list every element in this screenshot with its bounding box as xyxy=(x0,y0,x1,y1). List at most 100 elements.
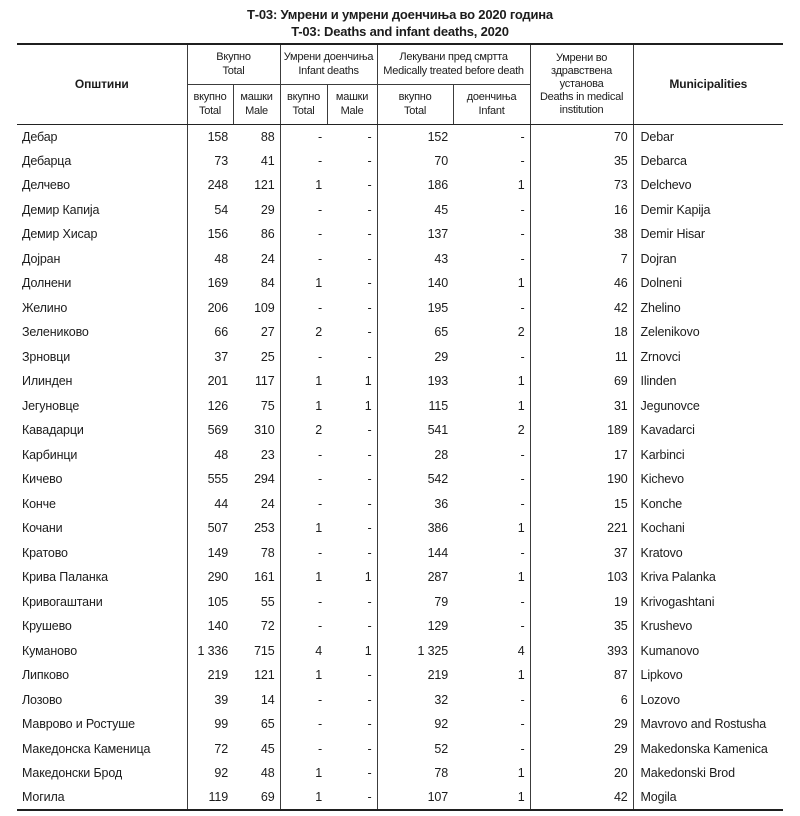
value-cell: 193 xyxy=(427,374,449,389)
value-cell: 46 xyxy=(530,271,634,296)
value-cell: 70 xyxy=(434,153,449,168)
value-cell: 75 xyxy=(233,393,281,418)
value-cell: 4 xyxy=(453,638,531,663)
value-cell: - xyxy=(318,594,323,609)
value-cell: - xyxy=(318,227,323,242)
value-cell: 86 xyxy=(233,222,281,247)
value-cell: - xyxy=(453,344,531,369)
value-cell: - xyxy=(327,663,378,688)
value-cell: - xyxy=(327,516,378,541)
value-cell: 27 xyxy=(233,320,281,345)
value-cell: 37 xyxy=(530,540,634,565)
value-cell: 1 xyxy=(327,369,378,394)
value-cell: - xyxy=(453,222,531,247)
value-cell: 69 xyxy=(530,369,634,394)
table-row: Могила 119 69 1-107 1 42 Mogila xyxy=(17,785,783,810)
municipality-name-en: Jegunovce xyxy=(640,398,700,413)
municipality-name-mk: Делчево xyxy=(17,173,188,198)
value-cell: - xyxy=(327,148,378,173)
table-row: Зрновци 37 25- -29-11 Zrnovci xyxy=(17,344,783,369)
value-cell: 36 xyxy=(434,496,449,511)
value-cell: - xyxy=(453,687,531,712)
value-cell: 84 xyxy=(233,271,281,296)
value-cell: - xyxy=(453,295,531,320)
value-cell: 386 xyxy=(427,521,449,536)
municipality-name-mk: Демир Капија xyxy=(17,197,188,222)
value-cell: 1 xyxy=(315,668,323,683)
value-cell: 219 xyxy=(427,668,449,683)
value-cell: - xyxy=(327,222,378,247)
subheader-infant-total: вкупно Total xyxy=(280,84,328,125)
value-cell: 48 xyxy=(214,251,228,266)
value-cell: 1 xyxy=(327,638,378,663)
municipality-name-mk: Зелениково xyxy=(17,320,188,345)
value-cell: 87 xyxy=(530,663,634,688)
value-cell: 1 xyxy=(453,761,531,786)
municipality-name-en: Delchevo xyxy=(640,178,692,193)
table-row: Желино 206 109- -195-42 Zhelino xyxy=(17,295,783,320)
value-cell: 6 xyxy=(530,687,634,712)
value-cell: 73 xyxy=(214,153,228,168)
value-cell: 149 xyxy=(207,545,229,560)
value-cell: 19 xyxy=(530,589,634,614)
municipality-name-mk: Кочани xyxy=(17,516,188,541)
municipality-name-en: Mavrovo and Rostusha xyxy=(640,717,767,732)
value-cell: 78 xyxy=(434,766,449,781)
value-cell: - xyxy=(318,349,323,364)
value-cell: - xyxy=(318,153,323,168)
deaths-table: Општини Вкупно Total Умрени доенчиња Inf… xyxy=(17,43,784,811)
municipality-name-mk: Кратово xyxy=(17,540,188,565)
table-body: Дебар 158 88- -152-70 Debar Дебарца 73 41- -70-3… xyxy=(17,124,783,810)
value-cell: 23 xyxy=(233,442,281,467)
value-cell: 156 xyxy=(207,227,229,242)
value-cell: 70 xyxy=(530,124,634,149)
header-group-infant-en: Infant deaths xyxy=(298,65,359,78)
municipality-name-mk: Кичево xyxy=(17,467,188,492)
value-cell: 121 xyxy=(233,663,281,688)
value-cell: 105 xyxy=(207,594,229,609)
value-cell: 1 xyxy=(315,374,323,389)
subheader-label-en: Total xyxy=(404,105,427,117)
value-cell: - xyxy=(453,540,531,565)
value-cell: 41 xyxy=(233,148,281,173)
value-cell: - xyxy=(327,124,378,149)
table-row: Делчево 248 121 1-186 1 73 Delchevo xyxy=(17,173,783,198)
value-cell: 129 xyxy=(427,619,449,634)
municipality-name-mk: Кавадарци xyxy=(17,418,188,443)
value-cell: - xyxy=(327,295,378,320)
municipality-name-mk: Липково xyxy=(17,663,188,688)
value-cell: - xyxy=(318,202,323,217)
value-cell: 294 xyxy=(233,467,281,492)
value-cell: 1 xyxy=(453,785,531,810)
value-cell: - xyxy=(318,496,323,511)
value-cell: 32 xyxy=(434,692,449,707)
value-cell: 1 336 xyxy=(197,643,228,658)
value-cell: 140 xyxy=(427,276,449,291)
value-cell: 88 xyxy=(233,124,281,149)
header-group-total-en: Total xyxy=(222,65,245,78)
value-cell: - xyxy=(453,712,531,737)
value-cell: 117 xyxy=(233,369,281,394)
header-row-groups: Општини Вкупно Total Умрени доенчиња Inf… xyxy=(17,44,784,125)
municipality-name-en: Lipkovo xyxy=(640,668,683,683)
value-cell: 44 xyxy=(214,496,228,511)
header-group-infant-mk: Умрени доенчиња xyxy=(283,51,374,64)
value-cell: 14 xyxy=(233,687,281,712)
value-cell: 25 xyxy=(233,344,281,369)
value-cell: 161 xyxy=(233,565,281,590)
value-cell: - xyxy=(318,447,323,462)
municipality-name-en: Lozovo xyxy=(640,692,681,707)
table-row: Кавадарци 569 310 2-541 2 189 Kavadarci xyxy=(17,418,783,443)
table-row: Лозово 39 14- -32-6 Lozovo xyxy=(17,687,783,712)
municipality-name-en: Demir Kapija xyxy=(640,202,711,217)
table-row: Кичево 555 294- -542-190 Kichevo xyxy=(17,467,783,492)
value-cell: 92 xyxy=(434,717,449,732)
value-cell: - xyxy=(453,491,531,516)
table-row: Зелениково 66 27 2-65 2 18 Zelenikovo xyxy=(17,320,783,345)
value-cell: 195 xyxy=(427,300,449,315)
value-cell: 1 xyxy=(453,393,531,418)
municipality-name-en: Krivogashtani xyxy=(640,594,715,609)
municipality-name-mk: Карбинци xyxy=(17,442,188,467)
municipality-name-mk: Желино xyxy=(17,295,188,320)
value-cell: 1 xyxy=(315,766,323,781)
